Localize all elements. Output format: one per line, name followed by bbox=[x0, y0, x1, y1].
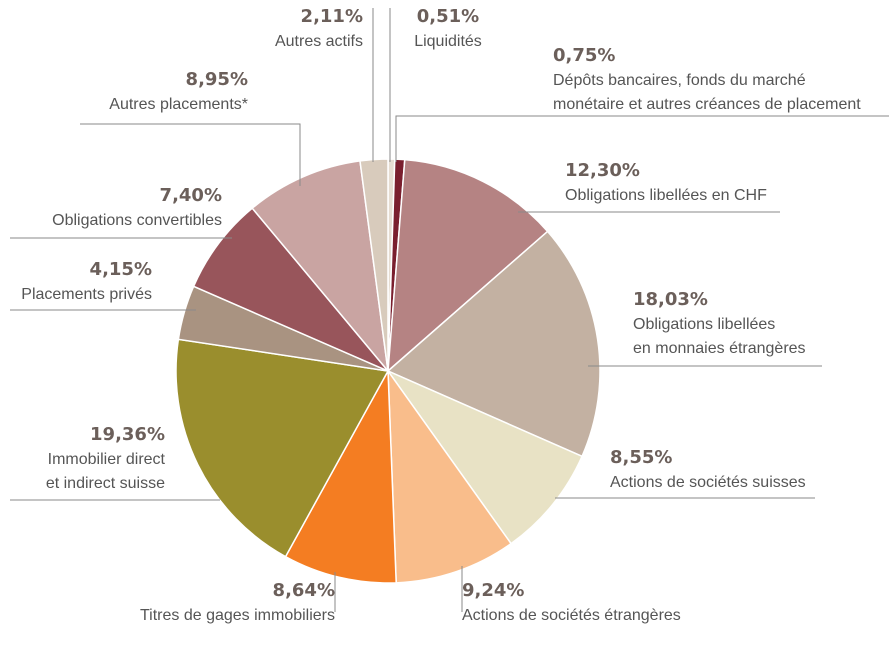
category-label: monétaire et autres créances de placemen… bbox=[553, 96, 861, 113]
leader-line bbox=[80, 123, 301, 186]
value-label: 8,55% bbox=[610, 447, 672, 468]
value-label: 2,11% bbox=[301, 6, 363, 27]
value-label: 8,64% bbox=[273, 580, 335, 601]
pie-slice bbox=[284, 368, 397, 584]
category-label: Placements privés bbox=[21, 286, 152, 303]
category-label: Actions de sociétés étrangères bbox=[462, 607, 681, 624]
pie-slice bbox=[385, 369, 584, 545]
category-label: Actions de sociétés suisses bbox=[610, 474, 806, 491]
pie-slice bbox=[192, 207, 389, 372]
pie-slice bbox=[175, 338, 390, 558]
category-label: Autres actifs bbox=[275, 33, 363, 50]
category-label: Obligations libellées bbox=[633, 316, 775, 333]
category-label: Obligations libellées en CHF bbox=[565, 187, 767, 204]
pie-slice bbox=[387, 368, 513, 584]
category-label: Titres de gages immobiliers bbox=[140, 607, 335, 624]
pie-slice bbox=[386, 230, 601, 458]
value-label: 8,95% bbox=[186, 69, 248, 90]
category-label: Immobilier direct bbox=[48, 451, 166, 468]
value-label: 18,03% bbox=[633, 289, 708, 310]
pie-slice bbox=[251, 160, 390, 374]
category-label: Autres placements* bbox=[109, 96, 248, 113]
pie-slice bbox=[359, 158, 389, 372]
value-label: 19,36% bbox=[90, 424, 165, 445]
category-label: Obligations convertibles bbox=[52, 212, 222, 229]
value-label: 0,51% bbox=[417, 6, 479, 27]
category-label: et indirect suisse bbox=[46, 475, 165, 492]
value-label: 12,30% bbox=[565, 160, 640, 181]
category-label: en monnaies étrangères bbox=[633, 340, 806, 357]
value-label: 4,15% bbox=[90, 259, 152, 280]
value-label: 0,75% bbox=[553, 45, 615, 66]
category-label: Dépôts bancaires, fonds du marché bbox=[553, 72, 806, 89]
pie-slice bbox=[387, 158, 549, 373]
category-label: Liquidités bbox=[414, 33, 482, 50]
value-label: 7,40% bbox=[160, 185, 222, 206]
value-label: 9,24% bbox=[462, 580, 524, 601]
leader-line bbox=[395, 115, 889, 162]
